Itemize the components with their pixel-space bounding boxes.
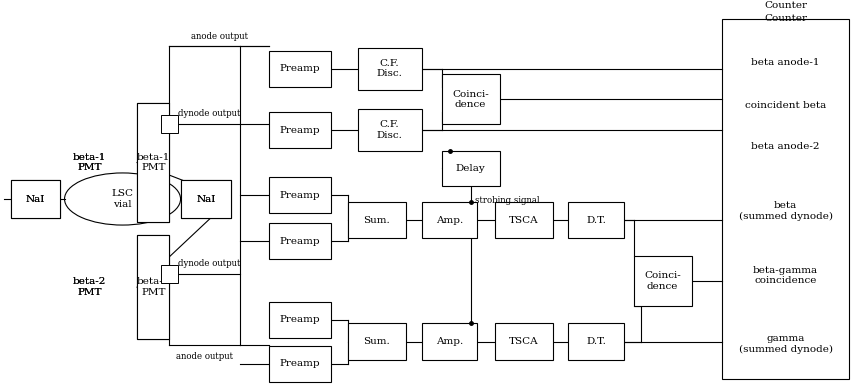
Text: beta anode-2: beta anode-2 <box>752 142 820 151</box>
Bar <box>11 180 60 218</box>
Text: beta-1
PMT: beta-1 PMT <box>73 153 106 172</box>
Text: anode output: anode output <box>176 352 234 361</box>
Text: coincident beta: coincident beta <box>745 101 826 110</box>
Text: beta-2
PMT: beta-2 PMT <box>137 278 170 297</box>
Bar <box>270 301 330 338</box>
Bar <box>495 202 553 238</box>
Text: Preamp: Preamp <box>280 64 320 73</box>
Text: LSC
vial: LSC vial <box>111 189 134 209</box>
Text: beta-2
PMT: beta-2 PMT <box>73 278 106 297</box>
Text: Sum.: Sum. <box>364 337 390 346</box>
Text: TSCA: TSCA <box>508 216 538 225</box>
Text: D.T.: D.T. <box>586 337 606 346</box>
Bar <box>422 323 477 360</box>
Bar <box>270 51 330 87</box>
Bar <box>137 103 169 222</box>
Bar <box>161 115 178 133</box>
Text: Preamp: Preamp <box>280 315 320 324</box>
Text: beta-gamma
coincidence: beta-gamma coincidence <box>753 266 818 285</box>
Text: Preamp: Preamp <box>280 359 320 368</box>
Text: beta anode-1: beta anode-1 <box>752 58 820 67</box>
Text: Counter: Counter <box>764 15 807 24</box>
Bar <box>633 256 692 306</box>
Text: beta-1
PMT: beta-1 PMT <box>137 153 170 172</box>
Bar <box>722 19 848 379</box>
Text: beta-1
PMT: beta-1 PMT <box>73 153 106 172</box>
Text: beta
(summed dynode): beta (summed dynode) <box>739 201 833 221</box>
Bar <box>358 109 422 151</box>
Text: Coinci-
dence: Coinci- dence <box>452 90 489 109</box>
Text: gamma
(summed dynode): gamma (summed dynode) <box>739 334 833 354</box>
Bar <box>422 202 477 238</box>
Bar <box>181 180 231 218</box>
Text: Counter: Counter <box>764 1 807 10</box>
Bar <box>270 346 330 382</box>
Bar <box>568 323 624 360</box>
Text: Delay: Delay <box>455 164 485 173</box>
Bar <box>348 323 406 360</box>
Text: NaI: NaI <box>26 194 45 203</box>
Bar <box>181 180 231 218</box>
Bar <box>270 112 330 148</box>
Text: Preamp: Preamp <box>280 125 320 134</box>
Text: Coinci-
dence: Coinci- dence <box>645 271 681 291</box>
Bar <box>442 151 500 185</box>
Bar <box>137 236 169 339</box>
Text: strobing signal: strobing signal <box>475 196 539 205</box>
Bar <box>442 74 500 124</box>
Text: dynode output: dynode output <box>178 109 241 118</box>
Bar <box>568 202 624 238</box>
Bar <box>137 103 169 222</box>
Text: Preamp: Preamp <box>280 237 320 246</box>
Bar <box>137 236 169 339</box>
Text: dynode output: dynode output <box>178 258 241 267</box>
Bar <box>11 180 60 218</box>
Text: NaI: NaI <box>26 194 45 203</box>
Text: C.F.
Disc.: C.F. Disc. <box>377 59 402 78</box>
Text: C.F.
Disc.: C.F. Disc. <box>377 120 402 140</box>
Text: Amp.: Amp. <box>436 337 463 346</box>
Text: D.T.: D.T. <box>586 216 606 225</box>
Text: Amp.: Amp. <box>436 216 463 225</box>
Text: TSCA: TSCA <box>508 337 538 346</box>
Bar <box>358 48 422 90</box>
Text: NaI: NaI <box>197 194 216 203</box>
Text: NaI: NaI <box>197 194 216 203</box>
Bar <box>348 202 406 238</box>
Text: anode output: anode output <box>191 32 248 41</box>
Bar <box>161 265 178 283</box>
Bar <box>270 223 330 260</box>
Bar <box>495 323 553 360</box>
Bar <box>270 177 330 213</box>
Text: Preamp: Preamp <box>280 191 320 200</box>
Text: Sum.: Sum. <box>364 216 390 225</box>
Text: beta-2
PMT: beta-2 PMT <box>73 278 106 297</box>
